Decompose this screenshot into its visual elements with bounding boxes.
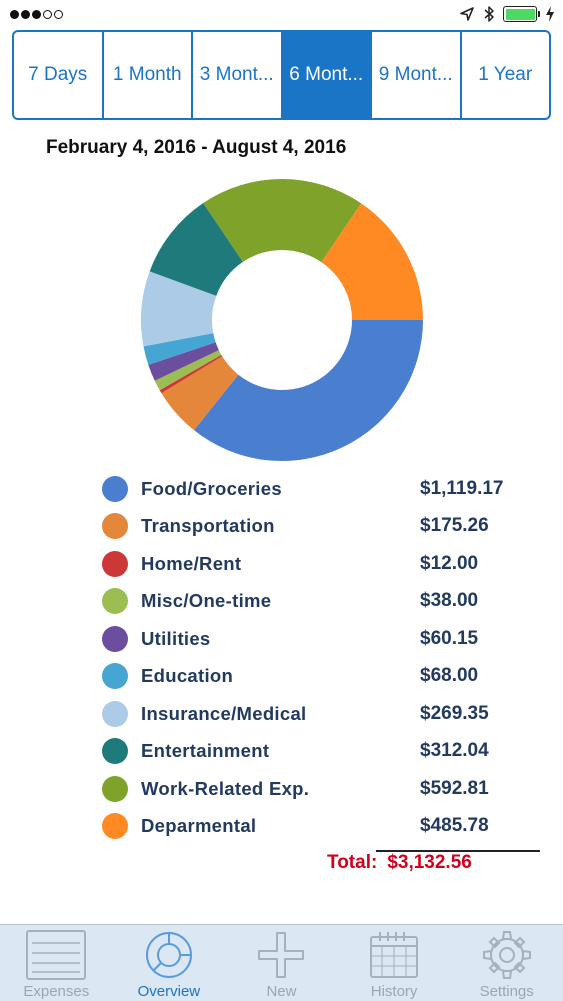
- legend-item: Deparmental $485.78: [100, 808, 540, 846]
- legend-value: $1,119.17: [420, 477, 504, 499]
- tab-expenses[interactable]: Expenses: [0, 925, 113, 1001]
- legend-item: Insurance/Medical $269.35: [100, 695, 540, 733]
- legend-value: $38.00: [420, 590, 479, 612]
- legend-item: Education $68.00: [100, 658, 540, 696]
- expenses-list-icon: [26, 930, 87, 980]
- signal-dot: [54, 10, 63, 19]
- legend-item: Home/Rent $12.00: [100, 545, 540, 583]
- signal-strength-indicator: [10, 10, 63, 19]
- bluetooth-icon: [484, 6, 494, 22]
- donut-chart-icon: [145, 932, 192, 978]
- legend-value: $312.04: [420, 740, 489, 762]
- legend-value: $68.00: [420, 665, 479, 687]
- expense-legend: Food/Groceries $1,119.17 Transportation $17…: [100, 470, 540, 845]
- charging-icon: [546, 6, 554, 22]
- segment-9-mont[interactable]: 9 Mont...: [372, 32, 462, 118]
- tab-overview[interactable]: Overview: [113, 925, 226, 1001]
- total-label: Total:: [327, 852, 378, 873]
- tab-label: Settings: [479, 983, 534, 1000]
- plus-icon: [258, 932, 305, 978]
- tab-settings[interactable]: Settings: [450, 925, 563, 1001]
- location-icon: [460, 7, 474, 21]
- donut-slice-insurance-medical: [141, 271, 217, 347]
- tab-bar: Expenses Overview New: [0, 924, 563, 1001]
- total-divider: [376, 850, 540, 852]
- legend-swatch: [102, 775, 128, 802]
- donut-slice-entertainment: [149, 203, 243, 296]
- tab-label: Expenses: [23, 983, 90, 1000]
- legend-label: Deparmental: [141, 815, 257, 837]
- period-segmented-control[interactable]: 7 Days 1 Month 3 Mont... 6 Mont... 9 Mont...…: [12, 30, 551, 120]
- tab-label: New: [266, 983, 297, 1000]
- legend-label: Education: [141, 665, 234, 687]
- signal-dot: [21, 10, 30, 19]
- signal-dot: [32, 10, 41, 19]
- legend-item: Transportation $175.26: [100, 508, 540, 546]
- legend-value: $592.81: [420, 777, 489, 799]
- status-bar: [0, 0, 563, 30]
- legend-label: Utilities: [141, 627, 211, 649]
- segment-1-month[interactable]: 1 Month: [104, 32, 193, 118]
- segment-3-mont[interactable]: 3 Mont...: [193, 32, 283, 118]
- donut-slice-deparmental: [321, 203, 423, 320]
- legend-label: Home/Rent: [141, 552, 242, 574]
- legend-value: $175.26: [420, 515, 489, 537]
- legend-label: Food/Groceries: [141, 477, 282, 499]
- legend-swatch: [102, 738, 128, 765]
- legend-value: $60.15: [420, 627, 479, 649]
- legend-value: $12.00: [420, 552, 479, 574]
- status-icons: [459, 5, 555, 23]
- donut-slice-education: [143, 333, 216, 365]
- legend-label: Transportation: [141, 515, 275, 537]
- legend-item: Utilities $60.15: [100, 620, 540, 658]
- donut-slice-home-rent: [159, 354, 223, 394]
- segment-1-year[interactable]: 1 Year: [478, 64, 533, 85]
- total-row: Total: $3,132.56: [327, 852, 472, 874]
- calendar-icon: [370, 932, 419, 978]
- segment-7-days[interactable]: 7 Days: [14, 32, 104, 118]
- signal-dot: [10, 10, 19, 19]
- donut-slice-misc-one-time: [154, 350, 222, 391]
- legend-label: Entertainment: [141, 740, 270, 762]
- tab-label: History: [370, 983, 418, 1000]
- legend-item: Misc/One-time $38.00: [100, 583, 540, 621]
- legend-label: Misc/One-time: [141, 590, 272, 612]
- donut-slice-utilities: [148, 342, 219, 381]
- legend-item: Work-Related Exp. $592.81: [100, 770, 540, 808]
- expense-donut-chart: [141, 179, 423, 461]
- battery-level: [505, 8, 535, 20]
- donut-slice-work-related-exp: [203, 179, 362, 263]
- legend-swatch: [102, 700, 128, 727]
- signal-dot: [43, 10, 52, 19]
- tab-label: Overview: [137, 983, 201, 1000]
- legend-value: $485.78: [420, 815, 489, 837]
- legend-swatch: [102, 550, 128, 577]
- tab-history[interactable]: History: [338, 925, 451, 1001]
- date-range-label: February 4, 2016 - August 4, 2016: [46, 137, 347, 158]
- segment-6-mont[interactable]: 6 Mont...: [282, 32, 372, 118]
- legend-item: Food/Groceries $1,119.17: [100, 470, 540, 508]
- donut-slice-transportation: [161, 356, 239, 431]
- legend-swatch: [102, 813, 128, 840]
- donut-slice-food-groceries: [193, 320, 423, 461]
- battery-icon: [503, 6, 540, 22]
- legend-swatch: [102, 475, 128, 502]
- legend-label: Work-Related Exp.: [141, 777, 310, 799]
- legend-swatch: [102, 513, 128, 540]
- tab-new[interactable]: New: [225, 925, 338, 1001]
- gear-icon: [482, 931, 531, 979]
- total-value: $3,132.56: [387, 852, 472, 873]
- legend-label: Insurance/Medical: [141, 702, 307, 724]
- legend-item: Entertainment $312.04: [100, 733, 540, 771]
- legend-swatch: [102, 588, 128, 615]
- legend-value: $269.35: [420, 702, 489, 724]
- legend-swatch: [102, 663, 128, 690]
- legend-swatch: [102, 625, 128, 652]
